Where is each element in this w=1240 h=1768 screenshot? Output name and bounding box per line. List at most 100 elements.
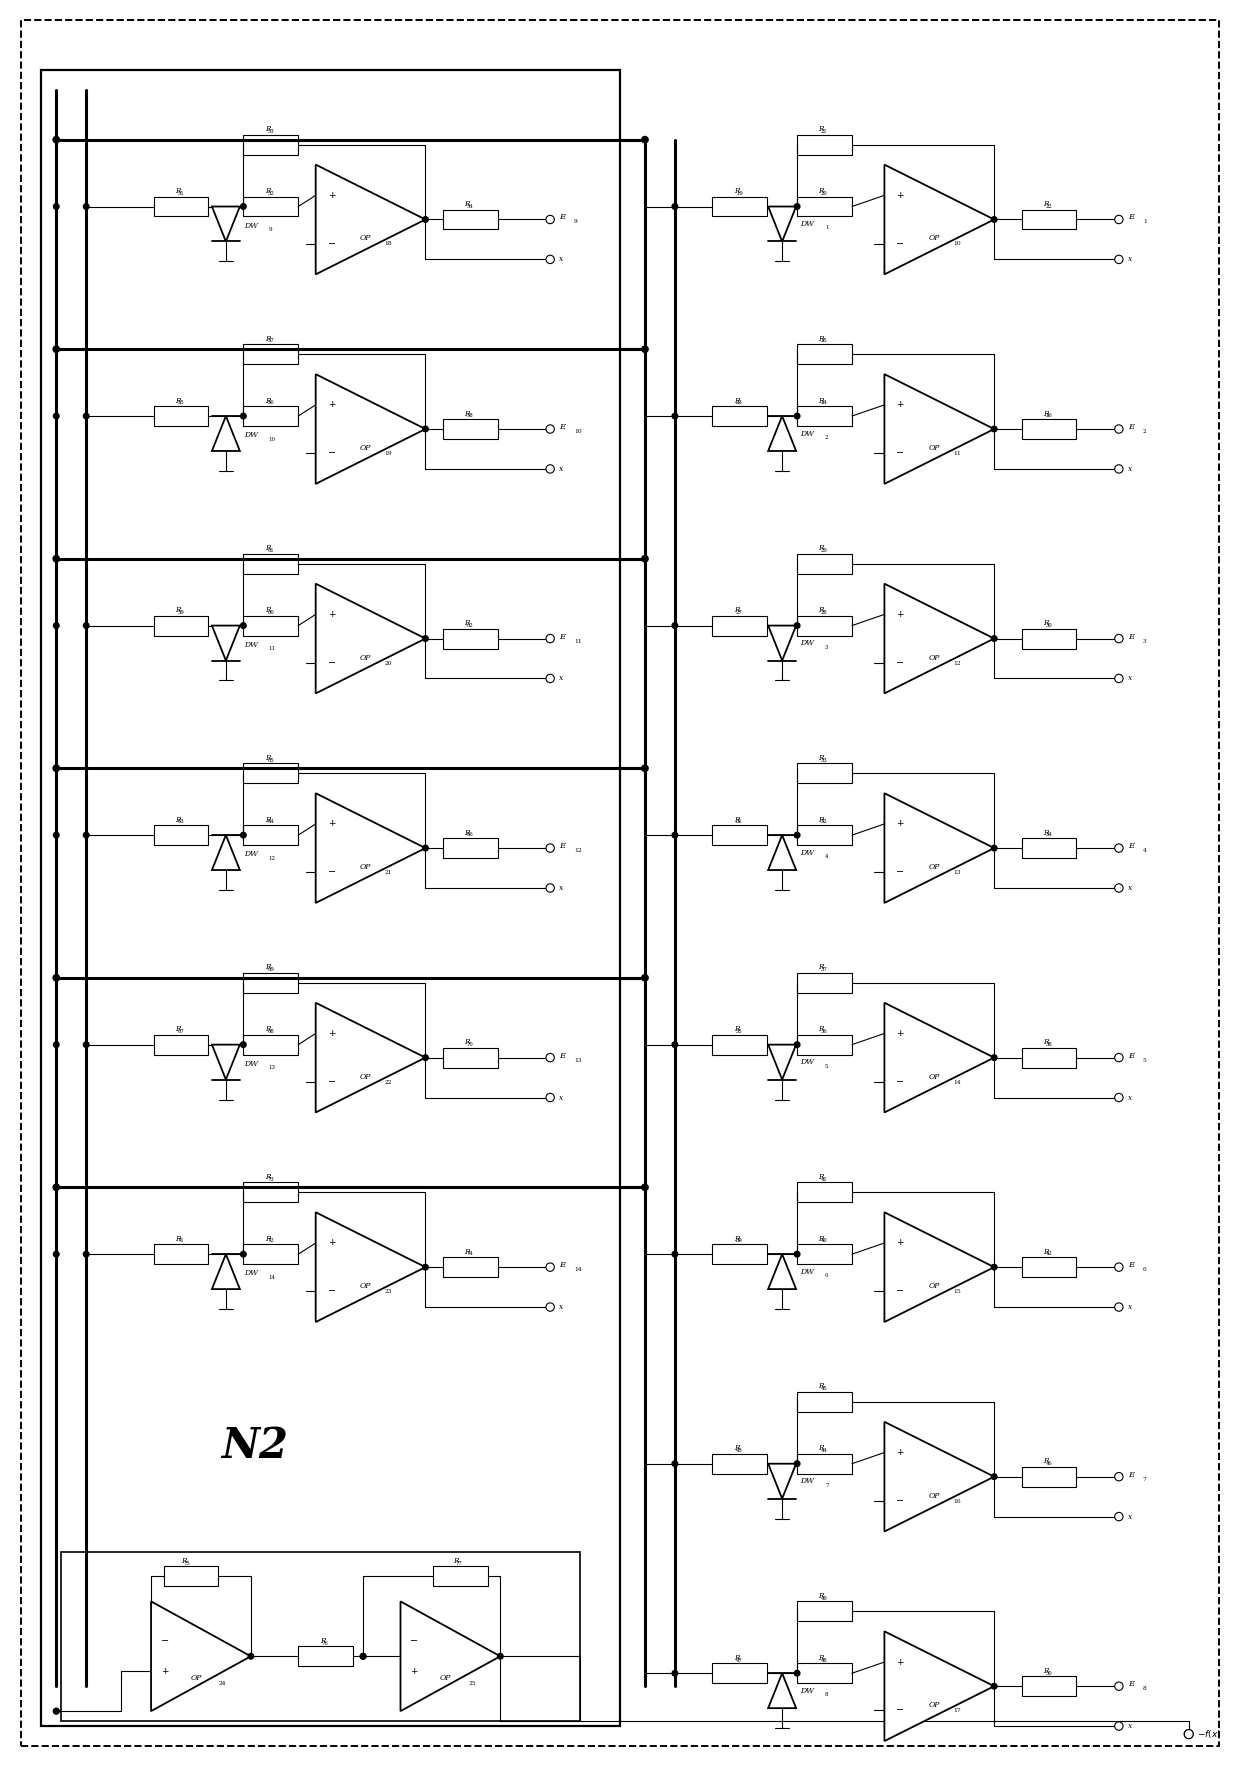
Text: 3: 3 [1143,638,1147,644]
Text: x: x [559,884,563,893]
Text: 1: 1 [825,226,828,230]
Bar [1022,1257,1076,1276]
Text: 18: 18 [384,242,392,246]
Bar [797,1183,852,1202]
Bar [443,210,497,230]
Polygon shape [884,1213,994,1322]
Text: R: R [818,1025,825,1033]
Circle shape [1115,884,1123,893]
Text: +: + [161,1667,169,1676]
Text: 22: 22 [384,1080,392,1084]
Text: R: R [818,545,825,552]
Text: 7: 7 [1143,1476,1147,1482]
Circle shape [672,414,678,419]
Circle shape [497,1653,503,1658]
Text: −: − [897,868,904,877]
Circle shape [546,424,554,433]
Text: +: + [897,400,904,410]
Text: E: E [1128,1471,1135,1478]
Text: −: − [161,1637,169,1646]
Circle shape [546,884,554,893]
Text: OP: OP [929,1073,940,1080]
Text: R: R [818,1383,825,1390]
Text: +: + [327,1029,335,1038]
Text: 57: 57 [267,338,274,343]
Circle shape [795,203,800,209]
Text: R: R [320,1637,325,1644]
Bar [712,196,768,216]
Text: 66: 66 [466,833,474,838]
Bar [797,345,852,364]
Text: 29: 29 [821,548,827,553]
Text: OP: OP [929,444,940,453]
Text: R: R [818,753,825,762]
Text: +: + [897,191,904,200]
Text: 28: 28 [821,610,827,615]
Text: 76: 76 [322,1641,329,1646]
Text: OP: OP [360,1282,371,1291]
Text: 52: 52 [267,191,274,196]
Text: 43: 43 [737,1448,743,1453]
Circle shape [672,1671,678,1676]
Text: DW: DW [800,1268,815,1276]
Text: 6: 6 [1143,1268,1147,1273]
Text: R: R [265,753,270,762]
Text: 7: 7 [825,1483,828,1487]
Text: x: x [1128,1513,1132,1520]
Circle shape [642,766,649,771]
Text: 20: 20 [384,661,392,665]
Circle shape [672,203,678,209]
Bar [797,553,852,573]
Text: x: x [559,1094,563,1101]
Bar [243,407,299,426]
Text: 8: 8 [1143,1687,1147,1692]
Text: x: x [1128,1722,1132,1731]
Text: 59: 59 [177,610,184,615]
Bar [433,1566,487,1586]
Text: 1: 1 [1143,219,1147,225]
Text: x: x [1128,674,1132,682]
Text: R: R [464,829,470,836]
Circle shape [795,1671,800,1676]
Text: x: x [559,674,563,682]
Text: −: − [897,447,904,458]
Bar [797,196,852,216]
Circle shape [672,833,678,838]
Text: OP: OP [360,1073,371,1080]
Text: E: E [559,1052,565,1059]
Text: 53: 53 [267,129,274,134]
Text: R: R [175,815,181,824]
Text: R: R [818,1172,825,1181]
Bar [243,1245,299,1264]
Text: R: R [1043,1038,1049,1047]
Text: −: − [897,658,904,668]
Polygon shape [768,1254,796,1289]
Text: −: − [327,868,336,877]
Text: 71: 71 [177,1238,184,1243]
Text: 11: 11 [954,451,961,456]
Polygon shape [884,164,994,274]
Bar [243,553,299,573]
Text: 37: 37 [821,967,827,972]
Text: 41: 41 [821,1177,827,1181]
Text: R: R [1043,1667,1049,1674]
Circle shape [1115,674,1123,682]
Text: R: R [175,606,181,613]
Text: 11: 11 [269,647,275,651]
Text: −: − [327,1077,336,1087]
Circle shape [53,1708,60,1713]
Text: 19: 19 [737,191,743,196]
Text: 10: 10 [574,430,582,433]
Text: 72: 72 [267,1238,274,1243]
Circle shape [423,1264,428,1269]
Circle shape [53,622,60,628]
Circle shape [83,833,89,838]
Text: R: R [818,126,825,133]
Circle shape [642,136,649,143]
Text: R: R [734,1444,739,1452]
Circle shape [423,636,428,642]
Bar [712,826,768,845]
Text: OP: OP [440,1674,451,1681]
Text: 13: 13 [574,1057,582,1063]
Text: 21: 21 [384,870,392,875]
